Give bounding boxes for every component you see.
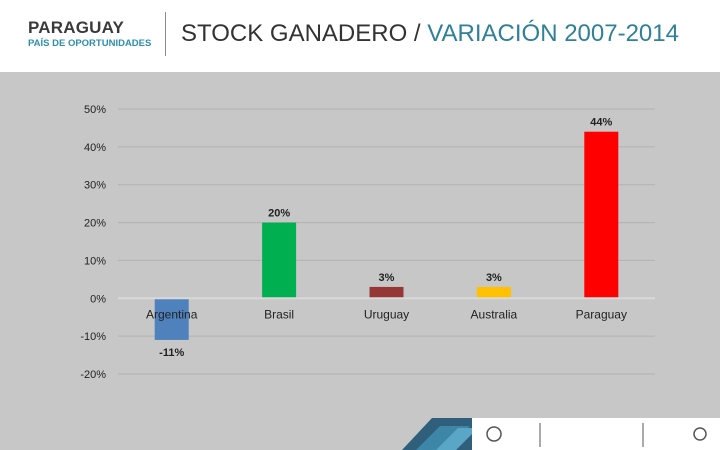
- y-tick-label: -20%: [80, 369, 106, 381]
- header-divider: [165, 12, 166, 56]
- bar: [262, 222, 297, 299]
- bar: [154, 298, 189, 340]
- bar-chart: 50% 40% 30% 20% 10% 0% -10% -20% Argentina -11% Br…: [80, 104, 655, 381]
- data-label: 3%: [379, 272, 395, 284]
- y-tick-label: -10%: [80, 331, 106, 343]
- title-main: STOCK GANADERO /: [181, 20, 428, 47]
- logo-title: PARAGUAY: [28, 18, 125, 37]
- y-tick-label: 10%: [84, 255, 106, 267]
- data-label: 3%: [486, 272, 502, 284]
- y-tick-label: 20%: [84, 218, 106, 230]
- data-label: 20%: [268, 208, 290, 220]
- data-label: 44%: [590, 117, 612, 129]
- header-bar: PARAGUAY PAÍS DE OPORTUNIDADES STOCK GAN…: [0, 0, 720, 72]
- seal-icon: [486, 426, 502, 442]
- y-tick-label: 50%: [84, 104, 106, 116]
- y-tick-label: 40%: [84, 142, 106, 154]
- y-tick-label: 30%: [84, 180, 106, 192]
- page-title: STOCK GANADERO / VARIACIÓN 2007-2014: [181, 20, 679, 48]
- data-label: -11%: [159, 347, 184, 359]
- bar: [476, 286, 511, 299]
- footer-band: [402, 418, 720, 450]
- bar: [369, 286, 404, 299]
- title-sub: VARIACIÓN 2007-2014: [427, 20, 679, 47]
- footer-stripe-light: [436, 428, 478, 450]
- category-label: Uruguay: [364, 307, 409, 321]
- footer-logo-strip: [472, 418, 720, 450]
- y-tick-label: 0%: [90, 293, 106, 305]
- logo-subtitle: PAÍS DE OPORTUNIDADES: [28, 38, 152, 49]
- category-label: Paraguay: [576, 307, 627, 321]
- category-label: Brasil: [264, 307, 294, 321]
- category-label: Argentina: [146, 307, 198, 321]
- category-label: Australia: [471, 307, 518, 321]
- bar: [584, 131, 619, 299]
- rediex-icon: [693, 427, 707, 441]
